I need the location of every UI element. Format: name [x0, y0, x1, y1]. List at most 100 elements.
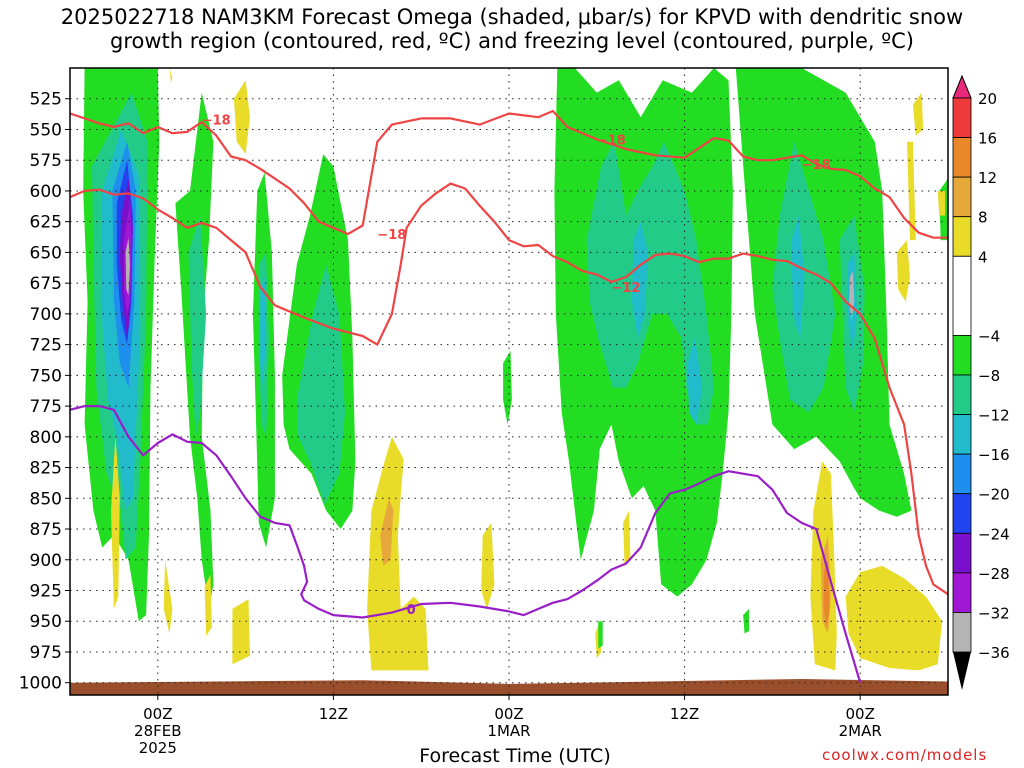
colorbar-label-11: −28 — [978, 565, 1010, 583]
omega-yellow-12 — [912, 92, 924, 136]
omega-orange-8 — [823, 559, 830, 628]
y-tick-label-725: 725 — [30, 336, 62, 356]
omega-green-small-2 — [598, 621, 603, 649]
x-tick-label-42-0: 12Z — [670, 705, 699, 723]
y-axis-pressure: 525 550 575 600 625 650 675 700 725 750 775 800 825 8… — [19, 90, 70, 694]
dgz-top-contour-label-3: −18 — [802, 158, 831, 173]
omega-yellow-3 — [232, 599, 250, 665]
y-tick-label-1000: 1000 — [19, 674, 62, 694]
colorbar-segment-3 — [952, 216, 972, 257]
colorbar-top-arrow — [952, 74, 972, 99]
y-tick-label-975: 975 — [30, 643, 62, 663]
x-tick-label-6-1: 28FEB — [134, 722, 181, 740]
y-tick-label-925: 925 — [30, 582, 62, 602]
colorbar-label-3: 8 — [978, 209, 988, 227]
colorbar-segment-6 — [952, 374, 972, 415]
y-tick-label-750: 750 — [30, 366, 62, 386]
colorbar-label-9: −20 — [978, 486, 1010, 504]
y-tick-label-700: 700 — [30, 305, 62, 325]
y-tick-label-550: 550 — [30, 120, 62, 140]
colorbar-segment-8 — [952, 453, 972, 495]
freezing-level-contour — [70, 405, 862, 684]
x-tick-label-30-0: 00Z — [494, 705, 523, 723]
x-tick-label-18-0: 12Z — [319, 705, 348, 723]
omega-yellow-13 — [937, 190, 946, 216]
omega-yellow-5 — [481, 522, 495, 609]
colorbar-legend: 20 16 12 8 4 −4 −8 −12 −16 −20 −24 −28 −32 −36 — [952, 74, 1010, 690]
omega-yellow-2 — [204, 574, 212, 636]
freezing-level-contour-label-0: 0 — [407, 603, 416, 618]
omega-yellow-9 — [845, 565, 943, 671]
dgz-top-contour — [70, 109, 948, 239]
colorbar-label-0: 20 — [978, 90, 997, 108]
dgz-top-contour-label-1: −18 — [377, 228, 406, 243]
colorbar-label-12: −32 — [978, 604, 1010, 622]
omega-band-3-cyan — [260, 277, 267, 388]
y-tick-label-625: 625 — [30, 213, 62, 233]
dotted-grid — [70, 68, 948, 695]
chart-title-line-2: growth region (contoured, red, ºC) and f… — [110, 29, 914, 53]
y-tick-label-800: 800 — [30, 428, 62, 448]
colorbar-label-1: 16 — [978, 130, 997, 148]
contour-lines: −18 −18 −18 −18 −12 0 — [70, 109, 948, 684]
omega-yellow-left-low — [111, 436, 120, 609]
y-tick-label-675: 675 — [30, 274, 62, 294]
omega-yellow-6 — [623, 510, 631, 566]
omega-gold-4 — [380, 498, 394, 566]
omega-yellow-10 — [896, 240, 910, 302]
colorbar-label-8: −16 — [978, 446, 1010, 464]
colorbar-label-6: −8 — [978, 367, 1000, 385]
colorbar-segment-12 — [952, 612, 972, 653]
x-tick-label-6-0: 00Z — [143, 705, 172, 723]
colorbar-segment-7 — [952, 414, 972, 455]
colorbar-label-5: −4 — [978, 327, 1000, 345]
omega-yellow-4 — [367, 436, 429, 671]
x-tick-label-54-0: 00Z — [846, 705, 875, 723]
omega-yellow-top-1 — [233, 80, 250, 155]
colorbar-bottom-arrow — [953, 652, 971, 690]
y-tick-label-775: 775 — [30, 397, 62, 417]
colorbar-segment-10 — [952, 532, 972, 574]
omega-band-2-mid — [188, 215, 207, 437]
y-tick-label-525: 525 — [30, 90, 62, 110]
x-tick-label-54-1: 2MAR — [839, 722, 882, 740]
omega-band-5-cyan — [631, 221, 648, 339]
omega-band-5-cyan2 — [687, 338, 703, 425]
dgz-bottom-contour-label-0: −12 — [611, 281, 640, 296]
omega-band-6-cyan — [791, 215, 805, 339]
colorbar-segment-2 — [952, 176, 972, 218]
dgz-top-contour-label-0: −18 — [202, 114, 231, 129]
chart-title-line-1: 2025022718 NAM3KM Forecast Omega (shaded… — [60, 5, 964, 29]
omega-yellow-left-low2 — [163, 559, 173, 634]
colorbar-segment-9 — [952, 493, 972, 534]
y-tick-label-850: 850 — [30, 489, 62, 509]
omega-shading — [70, 68, 948, 695]
y-tick-label-875: 875 — [30, 520, 62, 540]
omega-yellow-top-2 — [169, 68, 173, 83]
colorbar-segment-5 — [952, 335, 972, 376]
colorbar-segment-0 — [952, 97, 972, 138]
omega-yellow-11 — [907, 141, 916, 241]
colorbar-label-7: −12 — [978, 407, 1010, 425]
colorbar-segment-1 — [952, 137, 972, 178]
y-tick-label-575: 575 — [30, 151, 62, 171]
y-tick-label-650: 650 — [30, 243, 62, 263]
credit-text: coolwx.com/models — [822, 746, 988, 764]
y-tick-label-825: 825 — [30, 459, 62, 479]
colorbar-label-10: −24 — [978, 525, 1010, 543]
colorbar-segment-11 — [952, 572, 972, 613]
colorbar-label-13: −36 — [978, 644, 1010, 662]
x-axis-label: Forecast Time (UTC) — [419, 745, 611, 767]
x-tick-label-30-1: 1MAR — [487, 722, 530, 740]
omega-band-5-mid — [586, 141, 714, 425]
y-tick-label-950: 950 — [30, 612, 62, 632]
colorbar-label-4: 4 — [978, 248, 988, 266]
omega-green-small — [503, 350, 512, 425]
y-tick-label-600: 600 — [30, 182, 62, 202]
omega-band-4-mid — [296, 264, 346, 505]
dgz-bottom-contour — [70, 182, 948, 596]
y-tick-label-900: 900 — [30, 551, 62, 571]
colorbar-segment-4 — [952, 255, 972, 336]
